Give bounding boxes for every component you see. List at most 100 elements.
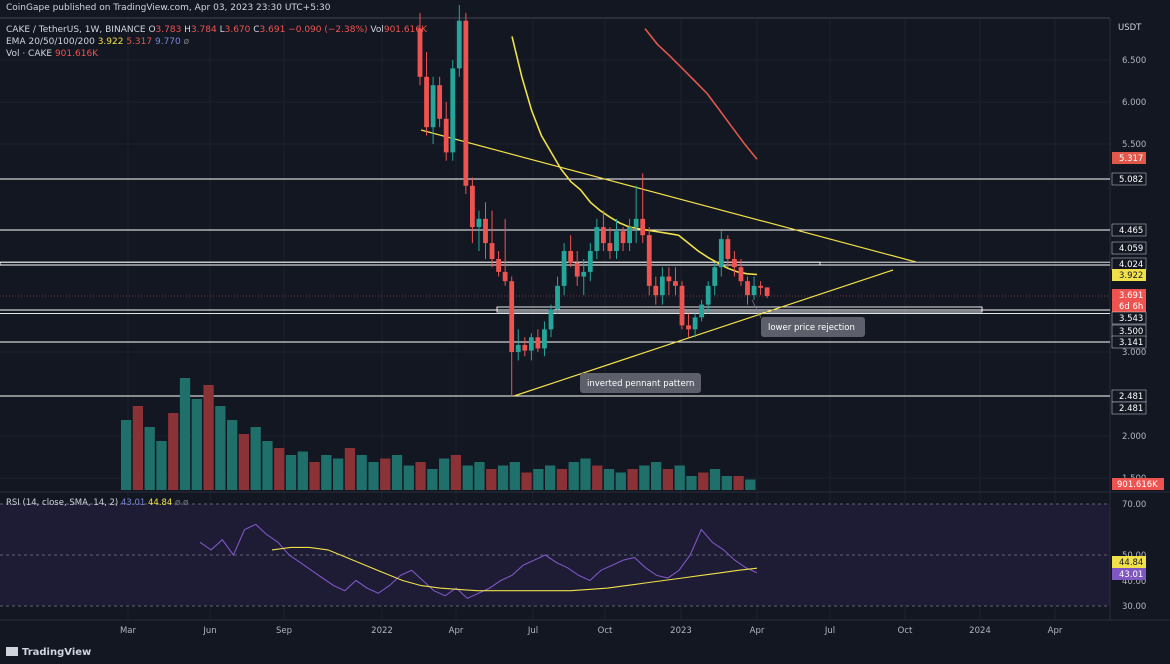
- volume-bar: [686, 476, 697, 490]
- candle-body: [496, 258, 501, 272]
- volume-bar: [439, 458, 450, 490]
- candle-body: [725, 239, 731, 259]
- support-zone: [496, 306, 983, 313]
- price-level-tag: [1111, 172, 1147, 186]
- candle-body: [686, 325, 691, 330]
- volume-bar: [462, 465, 473, 490]
- volume-bar: [227, 420, 238, 490]
- ema20-line: [511, 36, 758, 276]
- volume-bar: [321, 455, 332, 490]
- time-tick: Oct: [898, 626, 913, 636]
- volume-bar: [603, 469, 615, 490]
- candle-body: [561, 251, 567, 286]
- volume-bar: [580, 458, 591, 490]
- price-tick: 5.500: [1122, 140, 1146, 150]
- candle-body: [463, 20, 469, 186]
- volume-bar: [427, 469, 438, 490]
- time-tick: Oct: [598, 626, 613, 636]
- time-tick: Mar: [120, 626, 137, 636]
- price-level-tag: [1112, 300, 1146, 312]
- price-level-text: 3.543: [1119, 314, 1143, 324]
- annotation-lower-rejection: lower price rejection: [768, 323, 855, 333]
- candle-body: [581, 271, 587, 277]
- candle-body: [764, 287, 770, 296]
- rsi-sma-tag: [1112, 556, 1146, 568]
- vol-line-label: Vol · CAKE: [6, 49, 53, 59]
- vol-label: Vol: [370, 25, 384, 35]
- price-level-text: 5.317: [1119, 154, 1143, 164]
- rsi-tag: [1112, 568, 1146, 580]
- ema100-value: 9.770: [154, 37, 181, 47]
- price-tick: 6.500: [1122, 56, 1146, 66]
- ema-lines: [511, 28, 758, 276]
- candle-body: [522, 344, 528, 351]
- volume-bar: [403, 465, 414, 490]
- candle-body: [627, 227, 632, 244]
- high-value: 3.784: [190, 25, 217, 35]
- price-level-text: 4.024: [1119, 260, 1143, 270]
- open-label: O: [148, 25, 156, 35]
- candle-body: [659, 276, 665, 296]
- price-level-text: 2.481: [1119, 404, 1143, 414]
- volume-bar: [533, 469, 544, 490]
- volume-bar: [274, 448, 285, 490]
- volume-bar: [545, 465, 556, 490]
- candle-body: [509, 281, 515, 352]
- symbol-name[interactable]: CAKE / TetherUS, 1W, BINANCE: [6, 25, 146, 35]
- volume-bar: [450, 455, 462, 490]
- volume-bars: [121, 378, 756, 490]
- price-level-text: 4.059: [1119, 244, 1143, 254]
- volume-bar: [238, 434, 250, 490]
- candle-body: [502, 271, 508, 282]
- volume-bar: [733, 476, 744, 490]
- candle-body: [646, 235, 652, 286]
- candle-body: [679, 285, 685, 326]
- currency-label: USDT: [1118, 23, 1142, 33]
- high-label: H: [184, 25, 191, 35]
- volume-bar: [297, 451, 308, 490]
- rsi-legend[interactable]: RSI (14, close, SMA, 14, 2) 43.01 44.84 …: [6, 498, 188, 508]
- price-level-tag: [1111, 223, 1147, 237]
- price-level-text: 3.922: [1119, 271, 1143, 281]
- rsi-sma-line: [271, 546, 758, 592]
- candle-body: [666, 276, 672, 282]
- symbol-legend[interactable]: CAKE / TetherUS, 1W, BINANCE O3.783 H3.7…: [6, 25, 427, 35]
- volume-bar: [486, 469, 497, 490]
- change-value: −0.090 (−2.38%): [288, 25, 368, 35]
- volume-legend[interactable]: Vol · CAKE 901.616K: [6, 49, 98, 59]
- volume-bar: [191, 399, 202, 490]
- candle-body: [718, 239, 724, 268]
- ema50-value: 5.317: [126, 37, 153, 47]
- candle-body: [528, 337, 534, 351]
- candle-body: [745, 281, 750, 296]
- candle-body: [476, 218, 482, 228]
- price-level-tag: [1111, 401, 1147, 415]
- volume-bar: [568, 462, 579, 490]
- pennant-trendlines: [420, 129, 917, 397]
- volume-bar: [709, 469, 721, 490]
- ema50-line: [644, 28, 758, 160]
- price-level-text: 6d 6h: [1119, 302, 1143, 312]
- volume-bar: [121, 420, 132, 490]
- tradingview-logo-icon: [6, 647, 18, 656]
- candle-body: [535, 337, 541, 349]
- ema-legend[interactable]: EMA 20/50/100/200 3.922 5.317 9.770 ø: [6, 37, 189, 47]
- tradingview-logo[interactable]: TradingView: [6, 647, 91, 658]
- time-tick: Apr: [750, 626, 765, 636]
- price-level-text: 3.141: [1119, 338, 1143, 348]
- annotation-pointer: [751, 299, 762, 319]
- annotation-pennant: inverted pennant pattern: [587, 379, 694, 389]
- time-tick: Apr: [449, 626, 464, 636]
- candle-body: [699, 304, 705, 318]
- candle-body: [489, 243, 495, 259]
- price-level-text: 2.481: [1119, 392, 1143, 402]
- time-axis[interactable]: Mar Jun Sep 2022 Apr Jul Oct 2023 Apr Jul Oct 2024 A…: [120, 626, 1063, 636]
- price-axis[interactable]: USDT6.5006.0005.5003.0002.0001.5005.3175…: [1111, 23, 1164, 490]
- brand-label: TradingView: [22, 647, 92, 658]
- time-tick: Apr: [1048, 626, 1063, 636]
- price-level-tag: [1111, 241, 1147, 255]
- candle-body: [555, 285, 560, 310]
- volume-bar: [250, 427, 261, 490]
